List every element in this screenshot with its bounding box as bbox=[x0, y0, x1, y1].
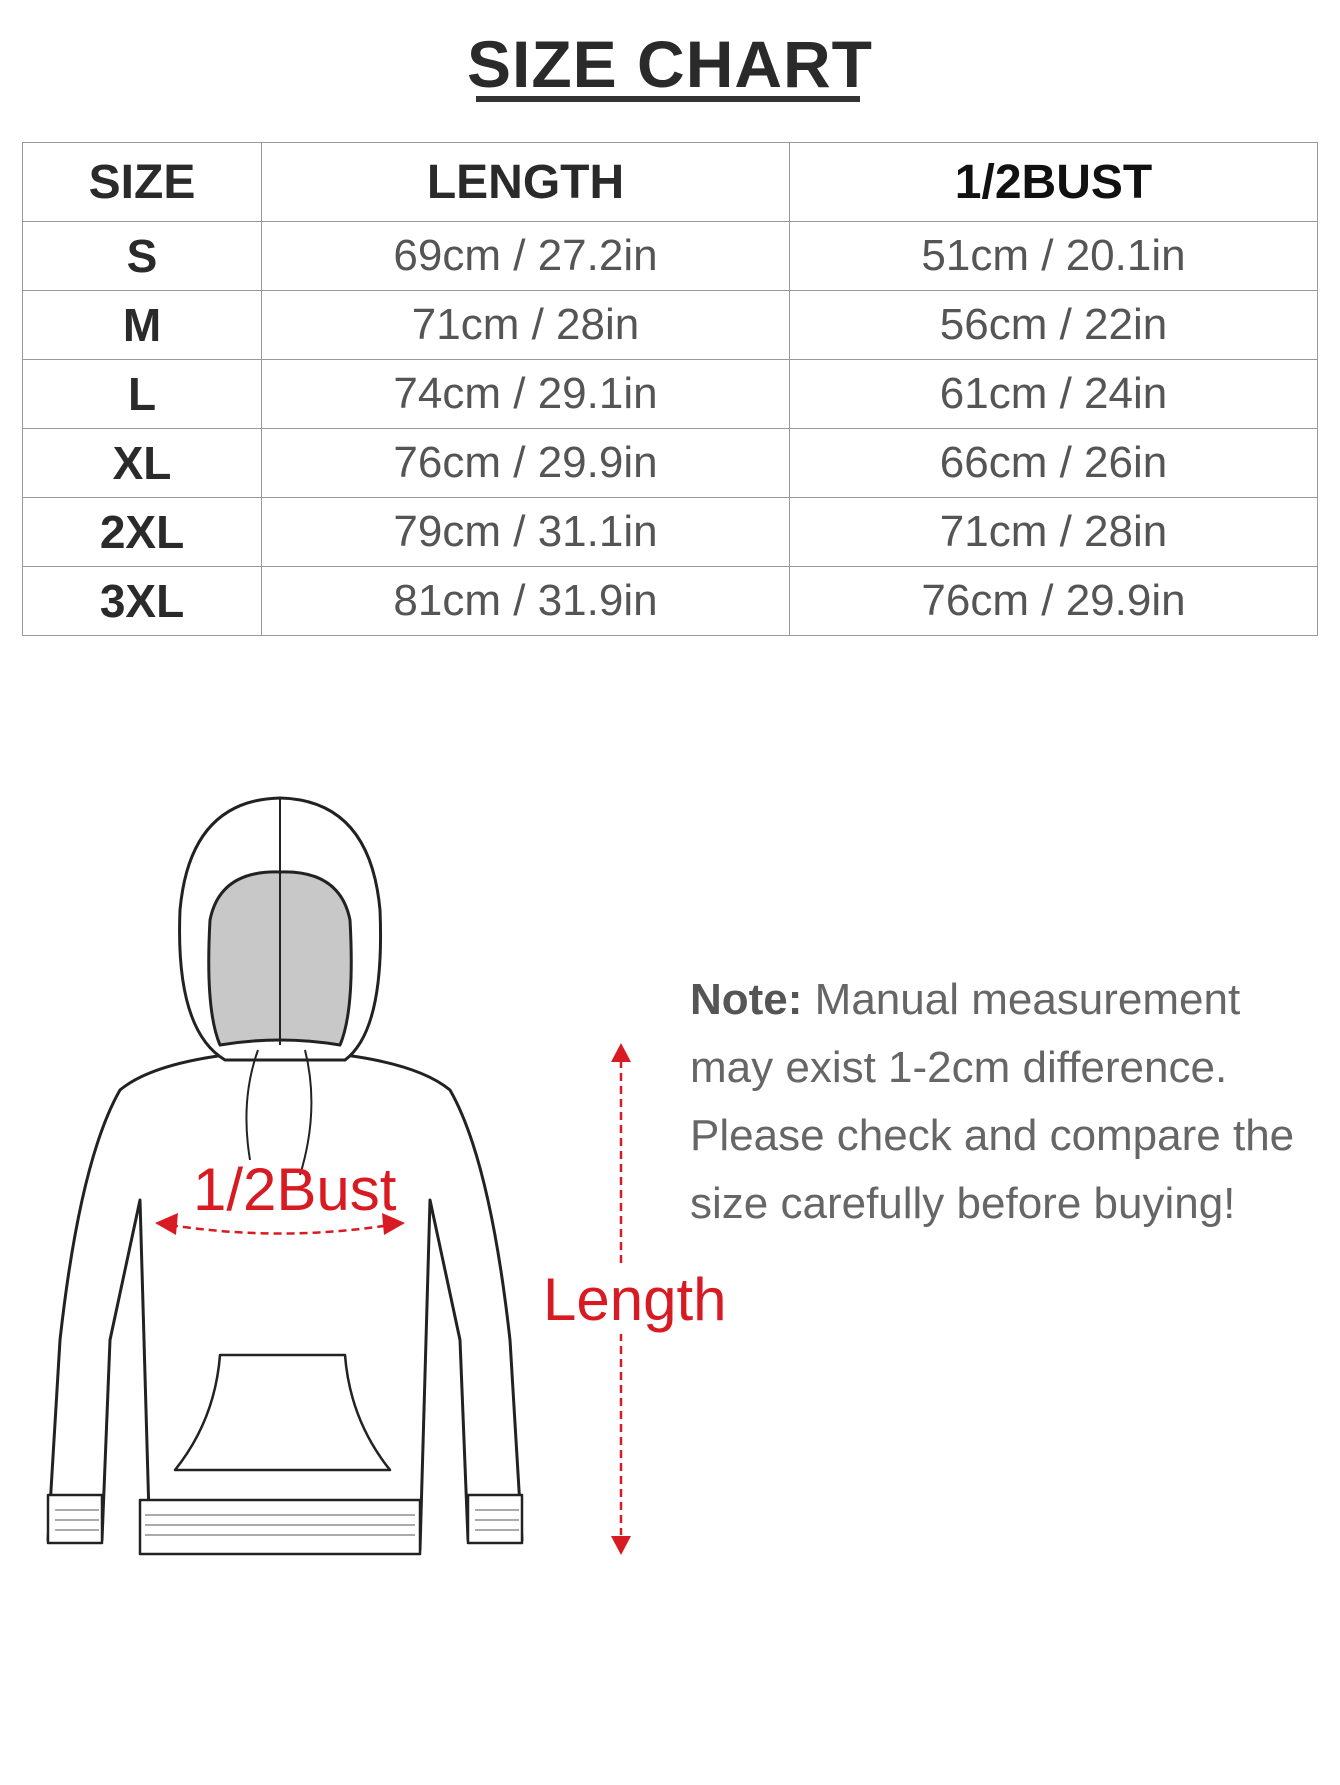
header-size: SIZE bbox=[22, 142, 262, 222]
bust-cell: 66cm / 26in bbox=[789, 428, 1318, 498]
size-cell: 2XL bbox=[22, 497, 262, 567]
page-title: SIZE CHART bbox=[467, 27, 873, 101]
size-cell: M bbox=[22, 290, 262, 360]
table-header-row: SIZE LENGTH 1/2BUST bbox=[22, 142, 1318, 222]
length-cell: 74cm / 29.1in bbox=[261, 359, 790, 429]
note-heading: Note: bbox=[690, 975, 803, 1024]
right-cuff bbox=[466, 1493, 524, 1545]
note-text: Manual measurement may exist 1-2cm diffe… bbox=[690, 975, 1295, 1228]
bust-cell: 61cm / 24in bbox=[789, 359, 1318, 429]
header-bust: 1/2BUST bbox=[789, 142, 1318, 222]
size-cell: XL bbox=[22, 428, 262, 498]
bust-label: 1/2Bust bbox=[193, 1156, 397, 1223]
bust-cell: 71cm / 28in bbox=[789, 497, 1318, 567]
kangaroo-pocket bbox=[173, 1353, 392, 1472]
hoodie-body bbox=[46, 1053, 524, 1552]
table-row: M 71cm / 28in 56cm / 22in bbox=[22, 290, 1318, 360]
table-row: XL 76cm / 29.9in 66cm / 26in bbox=[22, 428, 1318, 498]
note: Note: Manual measurement may exist 1-2cm… bbox=[690, 966, 1310, 1238]
title-underline bbox=[476, 96, 860, 102]
bust-cell: 76cm / 29.9in bbox=[789, 566, 1318, 636]
size-cell: S bbox=[22, 221, 262, 291]
table-row: 3XL 81cm / 31.9in 76cm / 29.9in bbox=[22, 566, 1318, 636]
size-table: SIZE LENGTH 1/2BUST S 69cm / 27.2in 51cm /… bbox=[22, 142, 1318, 636]
waistband bbox=[138, 1498, 422, 1556]
hoodie-diagram bbox=[46, 796, 631, 1556]
bust-cell: 56cm / 22in bbox=[789, 290, 1318, 360]
table-row: L 74cm / 29.1in 61cm / 24in bbox=[22, 359, 1318, 429]
length-cell: 71cm / 28in bbox=[261, 290, 790, 360]
table-row: 2XL 79cm / 31.1in 71cm / 28in bbox=[22, 497, 1318, 567]
left-cuff bbox=[46, 1493, 104, 1545]
table-row: S 69cm / 27.2in 51cm / 20.1in bbox=[22, 221, 1318, 291]
length-cell: 69cm / 27.2in bbox=[261, 221, 790, 291]
size-cell: 3XL bbox=[22, 566, 262, 636]
length-cell: 81cm / 31.9in bbox=[261, 566, 790, 636]
size-cell: L bbox=[22, 359, 262, 429]
length-cell: 79cm / 31.1in bbox=[261, 497, 790, 567]
length-label: Length bbox=[543, 1265, 727, 1334]
length-cell: 76cm / 29.9in bbox=[261, 428, 790, 498]
bust-cell: 51cm / 20.1in bbox=[789, 221, 1318, 291]
header-length: LENGTH bbox=[261, 142, 790, 222]
